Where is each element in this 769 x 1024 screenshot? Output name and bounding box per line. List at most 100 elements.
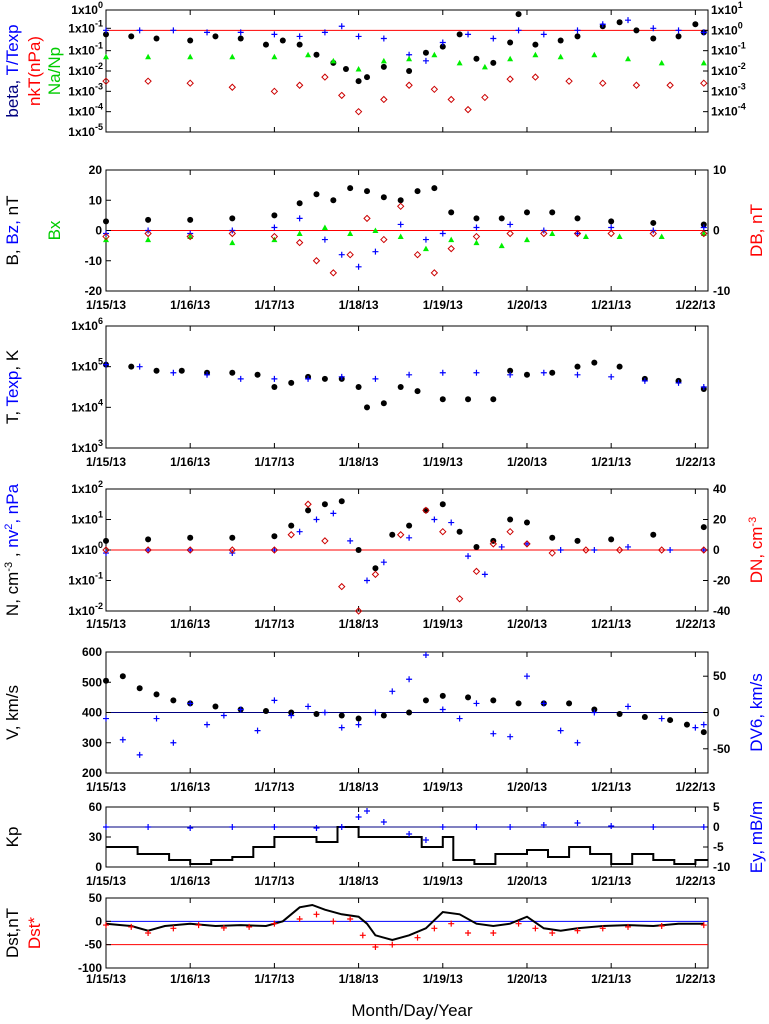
y-axis-label: beta, T/Texp — [3, 24, 22, 117]
x-tick-label: 1/15/13 — [86, 780, 126, 794]
data-point — [312, 257, 321, 265]
x-tick-label: 1/21/13 — [591, 874, 631, 888]
data-point — [700, 546, 708, 554]
data-point — [187, 534, 194, 541]
y-tick-label: 1x100 — [71, 540, 103, 557]
data-point — [574, 820, 581, 826]
data-point — [305, 375, 312, 382]
x-tick-label: 1/19/13 — [423, 455, 463, 469]
data-point — [692, 724, 699, 731]
data-point — [144, 229, 152, 238]
data-point — [683, 721, 690, 728]
data-point — [313, 911, 320, 918]
data-point — [507, 221, 514, 228]
y-tick-label-right: 50 — [713, 669, 727, 683]
data-point — [288, 712, 295, 719]
data-point — [305, 507, 312, 514]
data-point — [430, 269, 439, 277]
y-axis-label: B, Bz, nT — [3, 196, 22, 266]
y-tick-label-right: 0 — [713, 820, 720, 834]
data-point — [700, 922, 707, 929]
x-tick-label: 1/19/13 — [423, 298, 463, 312]
data-point — [153, 35, 160, 42]
data-point — [359, 932, 366, 939]
data-point — [405, 81, 413, 89]
data-point — [338, 582, 346, 591]
x-tick-label: 1/16/13 — [170, 617, 210, 631]
data-point — [490, 35, 497, 42]
x-tick-label: 1/18/13 — [339, 874, 379, 888]
data-point — [573, 229, 582, 238]
data-point — [574, 371, 581, 378]
y-tick-label: 1x10-1 — [68, 571, 103, 588]
data-point — [540, 229, 548, 238]
x-tick-label: 1/17/13 — [254, 298, 294, 312]
data-point — [473, 369, 480, 376]
data-point — [313, 51, 320, 58]
data-point — [650, 824, 657, 830]
data-point — [548, 549, 556, 557]
data-point — [363, 214, 371, 223]
data-point — [212, 703, 219, 710]
y-tick-label: 200 — [82, 766, 102, 780]
data-point — [187, 825, 194, 831]
x-tick-label: 1/21/13 — [591, 780, 631, 794]
data-point — [305, 51, 312, 58]
data-point — [523, 209, 530, 216]
data-point — [498, 543, 505, 550]
data-point — [473, 215, 480, 222]
data-point — [473, 224, 480, 231]
data-point — [700, 229, 708, 238]
x-tick-label: 1/15/13 — [86, 617, 126, 631]
y-tick-label: 1x10-2 — [68, 61, 103, 78]
data-point — [507, 516, 514, 523]
data-point — [204, 29, 211, 36]
data-point — [354, 107, 363, 116]
data-point — [582, 233, 589, 240]
data-point — [667, 547, 674, 553]
data-point — [490, 730, 497, 737]
y-tick-label: 1x10-1 — [68, 18, 103, 35]
data-point — [406, 55, 413, 62]
data-point — [515, 700, 522, 707]
data-point — [186, 79, 194, 87]
x-tick-label: 1/16/13 — [170, 298, 210, 312]
data-point — [439, 824, 446, 830]
data-point — [355, 65, 362, 72]
data-point — [187, 700, 194, 707]
data-point — [465, 553, 472, 560]
data-point — [338, 23, 345, 30]
data-point — [296, 33, 303, 40]
data-point — [507, 733, 514, 740]
y-tick-label: 10 — [89, 193, 103, 207]
x-tick-label: 1/18/13 — [339, 298, 379, 312]
data-point — [330, 918, 337, 925]
data-point — [397, 233, 404, 240]
data-point — [271, 224, 278, 231]
data-point — [103, 922, 109, 929]
data-point — [330, 197, 337, 204]
data-point — [615, 546, 624, 554]
y-axis-label-tertiary: Na/Np — [45, 47, 64, 95]
data-point — [591, 709, 598, 716]
data-point — [641, 714, 648, 721]
y-tick-label: 1x10-4 — [68, 102, 103, 119]
data-point — [246, 923, 253, 930]
data-point — [574, 537, 581, 544]
data-point — [549, 369, 556, 376]
data-point — [448, 519, 455, 526]
data-point — [523, 519, 530, 526]
data-point — [506, 229, 514, 238]
data-point — [103, 27, 109, 34]
data-point — [187, 547, 194, 553]
data-point — [582, 546, 590, 554]
data-point — [270, 87, 279, 96]
data-point — [557, 37, 564, 44]
data-point — [608, 373, 615, 380]
data-point — [666, 81, 674, 89]
data-point — [532, 41, 539, 48]
data-point — [625, 923, 632, 930]
series-line — [106, 826, 708, 865]
y-axis-label-right: Ey, mB/m — [747, 801, 766, 873]
